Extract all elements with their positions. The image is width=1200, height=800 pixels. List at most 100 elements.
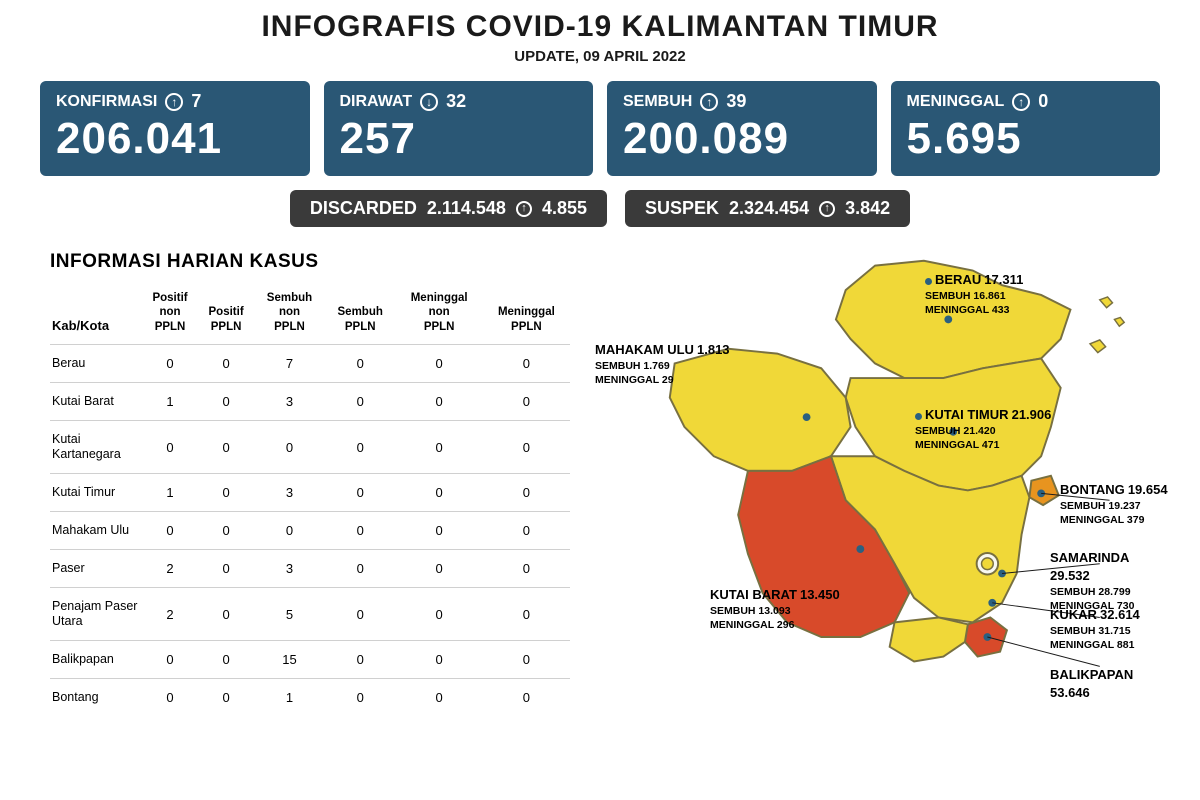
row-value: 0	[396, 588, 483, 641]
region-meninggal: MENINGGAL 433	[925, 303, 1023, 317]
row-value: 0	[198, 345, 254, 383]
map-dot	[983, 633, 991, 641]
row-value: 0	[396, 421, 483, 474]
region-meninggal: MENINGGAL 379	[1060, 513, 1168, 527]
row-value: 0	[483, 641, 570, 679]
region-total: 13.450	[800, 587, 840, 602]
row-value: 7	[254, 345, 325, 383]
region-name: KUKAR	[1050, 607, 1097, 622]
map-dot	[856, 545, 864, 553]
map-islands	[1090, 297, 1124, 353]
row-value: 0	[325, 550, 396, 588]
row-value: 0	[396, 641, 483, 679]
row-label: Penajam Paser Utara	[50, 588, 142, 641]
substat-value: 2.114.548	[427, 198, 506, 219]
stat-card-sembuh: SEMBUH↑39200.089	[607, 81, 877, 176]
daily-table: Kab/KotaPositifnonPPLNPositifPPLNSembuhn…	[50, 287, 570, 716]
map-label-bontang: BONTANG 19.654SEMBUH 19.237MENINGGAL 379	[1060, 481, 1168, 527]
stat-value: 5.695	[907, 114, 1145, 164]
row-label: Berau	[50, 345, 142, 383]
row-value: 0	[483, 383, 570, 421]
stat-value: 257	[340, 114, 578, 164]
row-value: 0	[142, 679, 198, 717]
daily-table-section: INFORMASI HARIAN KASUS Kab/KotaPositifno…	[50, 251, 570, 716]
region-total: 1.813	[697, 342, 730, 357]
table-header: Kab/Kota	[50, 287, 142, 345]
table-header: SembuhPPLN	[325, 287, 396, 345]
region-name: MAHAKAM ULU	[595, 342, 694, 357]
region-sembuh: SEMBUH 19.237	[1060, 499, 1168, 513]
stat-delta: 32	[446, 91, 466, 112]
row-value: 0	[483, 679, 570, 717]
table-header: PositifPPLN	[198, 287, 254, 345]
region-meninggal: MENINGGAL 471	[915, 438, 1051, 452]
region-name: KUTAI BARAT	[710, 587, 797, 602]
row-value: 1	[142, 383, 198, 421]
table-row: Penajam Paser Utara205000	[50, 588, 570, 641]
row-label: Paser	[50, 550, 142, 588]
row-value: 0	[142, 345, 198, 383]
table-header: MeninggalPPLN	[483, 287, 570, 345]
substat-delta: 3.842	[845, 198, 890, 219]
row-label: Balikpapan	[50, 641, 142, 679]
dot-icon	[925, 278, 932, 285]
table-row: Kutai Kartanegara000000	[50, 421, 570, 474]
map-region-bontang	[1029, 476, 1058, 505]
region-sembuh: SEMBUH 16.861	[925, 289, 1023, 303]
stat-label: MENINGGAL↑0	[907, 91, 1145, 112]
stat-label: SEMBUH↑39	[623, 91, 861, 112]
map-label-mahakam-ulu: MAHAKAM ULU 1.813 SEMBUH 1.769MENINGGAL 2…	[595, 341, 730, 387]
map-label-balikpapan: BALIKPAPAN 53.646	[1050, 666, 1170, 702]
region-name: BONTANG	[1060, 482, 1125, 497]
region-meninggal: MENINGGAL 296	[710, 618, 840, 632]
row-value: 0	[198, 588, 254, 641]
stat-card-dirawat: DIRAWAT↓32257	[324, 81, 594, 176]
map-dot	[803, 413, 811, 421]
row-label: Kutai Kartanegara	[50, 421, 142, 474]
row-value: 0	[254, 421, 325, 474]
row-value: 0	[325, 679, 396, 717]
region-sembuh: SEMBUH 21.420	[915, 424, 1051, 438]
map-label-kukar: KUKAR 32.614SEMBUH 31.715MENINGGAL 881	[1050, 606, 1140, 652]
row-value: 1	[254, 679, 325, 717]
substat-suspek: SUSPEK2.324.454↑3.842	[625, 190, 910, 227]
region-sembuh: SEMBUH 1.769	[595, 359, 730, 373]
region-meninggal: MENINGGAL 881	[1050, 638, 1140, 652]
stat-label: DIRAWAT↓32	[340, 91, 578, 112]
row-value: 0	[325, 641, 396, 679]
table-header: MeninggalnonPPLN	[396, 287, 483, 345]
stat-label: KONFIRMASI↑7	[56, 91, 294, 112]
region-meninggal: MENINGGAL 29	[595, 373, 730, 387]
header: INFOGRAFIS COVID-19 KALIMANTAN TIMUR UPD…	[0, 0, 1200, 65]
stat-value: 206.041	[56, 114, 294, 164]
stat-card-meninggal: MENINGGAL↑05.695	[891, 81, 1161, 176]
stat-card-row: KONFIRMASI↑7206.041DIRAWAT↓32257SEMBUH↑3…	[0, 81, 1200, 176]
stat-delta: 7	[191, 91, 201, 112]
row-value: 1	[142, 474, 198, 512]
arrow-up-icon: ↑	[700, 93, 718, 111]
table-row: Bontang001000	[50, 679, 570, 717]
table-header: PositifnonPPLN	[142, 287, 198, 345]
region-name: SAMARINDA	[1050, 550, 1129, 565]
row-value: 0	[483, 474, 570, 512]
region-name: KUTAI TIMUR	[925, 407, 1009, 422]
row-value: 0	[198, 550, 254, 588]
region-name: BALIKPAPAN	[1050, 667, 1133, 682]
region-total: 17.311	[984, 272, 1023, 287]
row-value: 2	[142, 550, 198, 588]
row-value: 0	[198, 421, 254, 474]
row-value: 0	[483, 512, 570, 550]
row-value: 0	[396, 679, 483, 717]
table-row: Berau007000	[50, 345, 570, 383]
region-name: BERAU	[935, 272, 981, 287]
substat-label: DISCARDED	[310, 198, 417, 219]
row-value: 0	[142, 421, 198, 474]
row-value: 2	[142, 588, 198, 641]
page-title: INFOGRAFIS COVID-19 KALIMANTAN TIMUR	[0, 10, 1200, 44]
row-value: 0	[396, 550, 483, 588]
table-row: Kutai Barat103000	[50, 383, 570, 421]
map-label-kutai-barat: KUTAI BARAT 13.450SEMBUH 13.093MENINGGAL…	[710, 586, 840, 632]
row-value: 0	[254, 512, 325, 550]
region-total: 29.532	[1050, 568, 1090, 583]
table-header: SembuhnonPPLN	[254, 287, 325, 345]
